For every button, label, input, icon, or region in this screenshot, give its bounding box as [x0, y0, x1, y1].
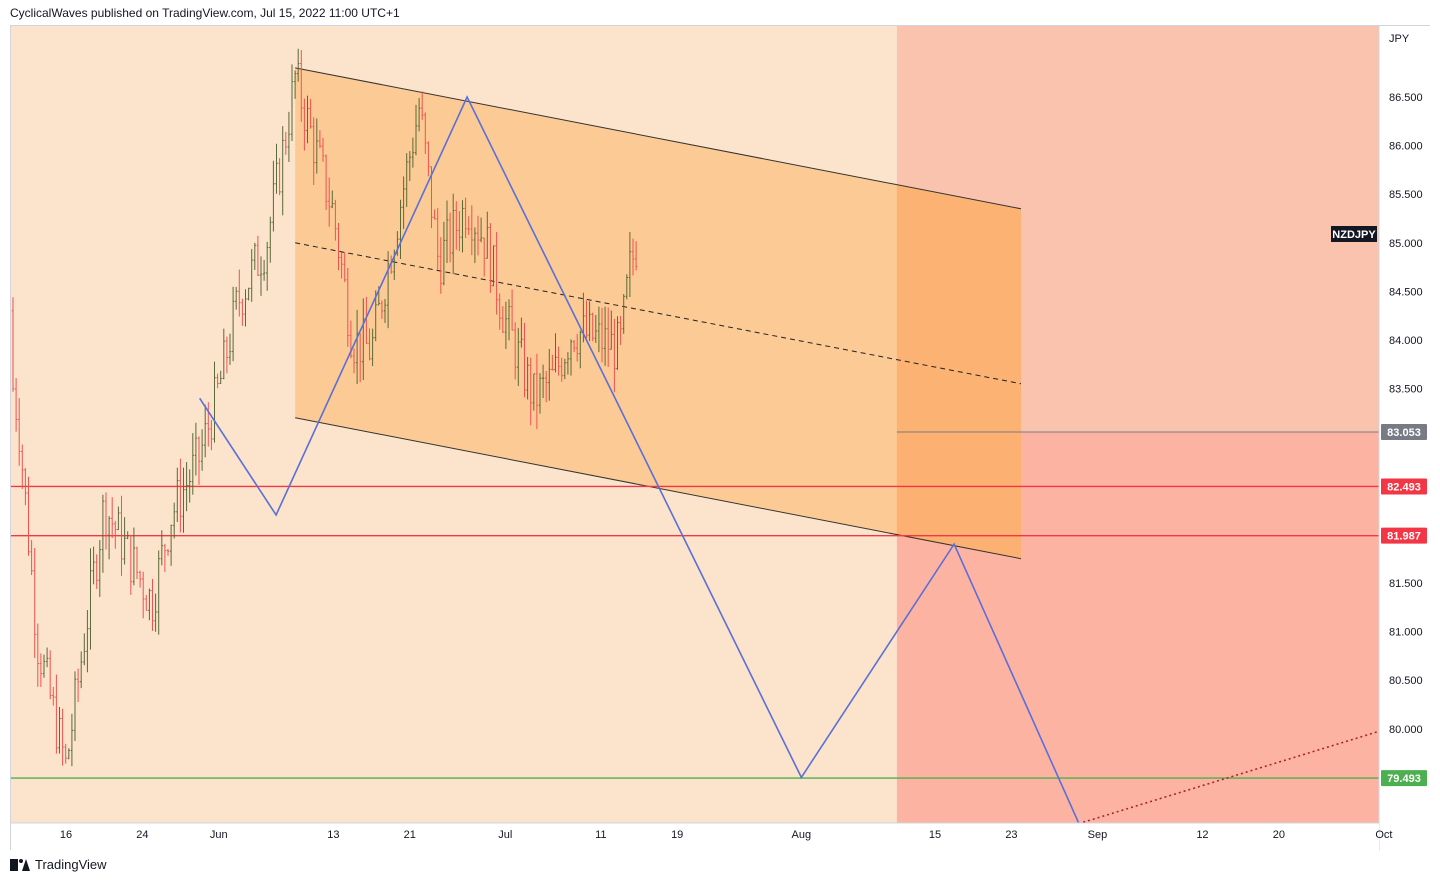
- price-tick-label: 86.500: [1389, 92, 1423, 104]
- price-tick-label: 81.000: [1389, 627, 1423, 639]
- price-level-tag: [1381, 478, 1427, 495]
- symbol-tag-label: NZDJPY: [1332, 229, 1376, 241]
- price-tick-label: 81.500: [1389, 578, 1423, 590]
- footer-brand[interactable]: TradingView: [10, 857, 107, 872]
- price-tick-label: 85.000: [1389, 238, 1423, 250]
- price-level-tag-label: 79.493: [1387, 773, 1421, 785]
- brand-name: TradingView: [35, 857, 107, 872]
- time-tick-label: 24: [136, 829, 148, 841]
- time-tick-label: 16: [60, 829, 72, 841]
- time-tick-label: 13: [327, 829, 339, 841]
- time-tick-label: Aug: [792, 829, 812, 841]
- price-level-tag: [1381, 770, 1427, 787]
- channel-upper-line: [295, 67, 1022, 210]
- chart-panel[interactable]: JPY 86.500 86.000 85.500 85.000 84.500 84.000 8…: [10, 25, 1431, 851]
- price-tick-label: 80.500: [1389, 675, 1423, 687]
- time-axis-panel: [11, 823, 1379, 851]
- price-tick-label: 84.000: [1389, 335, 1423, 347]
- price-tick-label: 80.000: [1389, 724, 1423, 736]
- currency-label: JPY: [1389, 33, 1410, 45]
- price-level-tag: [1381, 424, 1427, 441]
- wave-projection-zigzag: [199, 95, 1093, 851]
- price-tick-label: 83.500: [1389, 384, 1423, 396]
- time-tick-label: 19: [671, 829, 683, 841]
- price-level-tag-label: 83.053: [1387, 427, 1421, 439]
- time-tick-label: 15: [929, 829, 941, 841]
- time-tick-label: 11: [595, 829, 606, 841]
- price-tick-label: 84.500: [1389, 286, 1423, 298]
- channel-midline: [295, 242, 1022, 385]
- time-tick-label: Oct: [1375, 829, 1392, 841]
- time-tick-label: Sep: [1088, 829, 1108, 841]
- tradingview-logo-icon: [10, 858, 30, 871]
- time-tick-label: Jun: [210, 829, 228, 841]
- time-tick-label: 23: [1005, 829, 1017, 841]
- price-chart[interactable]: JPY 86.500 86.000 85.500 85.000 84.500 84.000 8…: [11, 26, 1431, 851]
- price-tick-label: 86.000: [1389, 141, 1423, 153]
- symbol-tag: [1331, 226, 1377, 242]
- time-tick-label: 12: [1196, 829, 1208, 841]
- time-tick-label: 20: [1273, 829, 1285, 841]
- price-level-tag-label: 82.493: [1387, 481, 1421, 493]
- price-level-tag-label: 81.987: [1387, 531, 1421, 543]
- time-tick-label: Jul: [498, 829, 512, 841]
- price-tick-label: 85.500: [1389, 189, 1423, 201]
- price-level-tag: [1381, 527, 1427, 544]
- publisher-line: CyclicalWaves published on TradingView.c…: [10, 6, 400, 20]
- time-tick-label: 21: [404, 829, 416, 841]
